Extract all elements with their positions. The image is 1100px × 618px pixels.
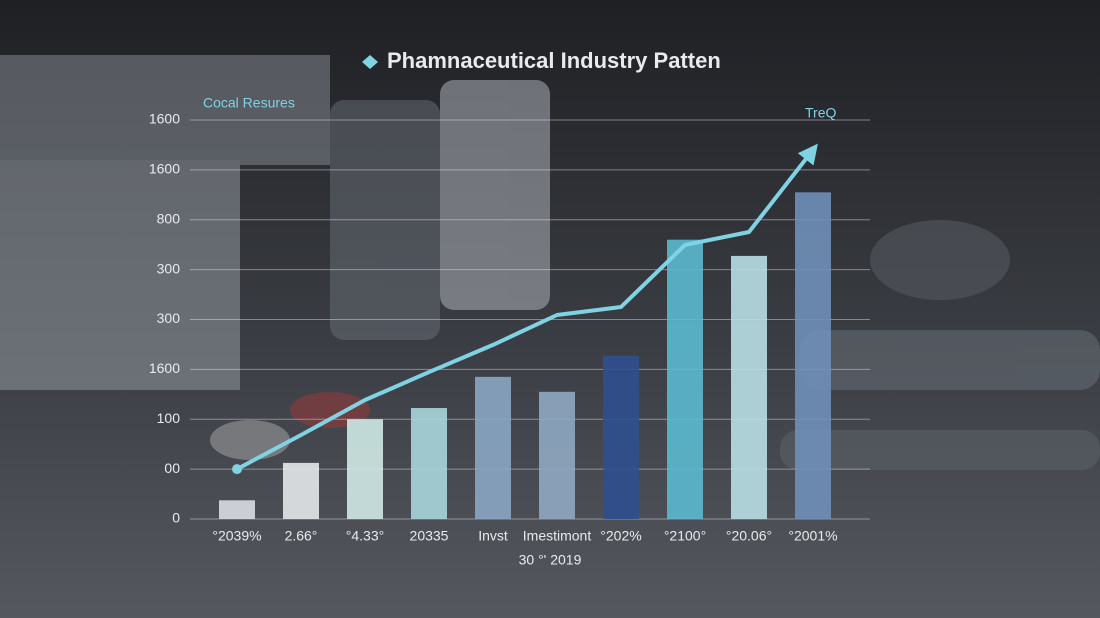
- chart-title: Phamnaceutical Industry Patten: [387, 48, 721, 73]
- bar: [411, 408, 447, 519]
- y-tick-label: 00: [164, 460, 180, 476]
- x-tick-label: 2.66°: [285, 528, 318, 544]
- x-tick-label: °20.06°: [726, 528, 772, 544]
- x-tick-label: °202%: [600, 528, 641, 544]
- bar: [219, 500, 255, 519]
- y-tick-label: 100: [157, 410, 181, 426]
- x-tick-label: °4.33°: [346, 528, 384, 544]
- trend-start: [232, 464, 242, 475]
- x-tick-label: Invst: [478, 528, 508, 544]
- y-tick-label: 300: [157, 310, 181, 326]
- bar: [539, 391, 575, 519]
- y-tick-label: 1600: [149, 161, 180, 177]
- trend-line: [236, 143, 818, 471]
- x-tick-label: Imestimont: [523, 528, 592, 544]
- bar: [283, 462, 319, 519]
- bar: [795, 192, 831, 519]
- x-tick-label: 20335: [410, 528, 449, 544]
- annotation: TreQ: [805, 105, 836, 121]
- y-tick-label: 1600: [149, 360, 180, 376]
- annotation: Cocal Resures: [203, 95, 295, 111]
- title-icon: [362, 55, 378, 69]
- x-tick-label: °2039%: [212, 528, 261, 544]
- x-tick-label: °2001%: [788, 528, 837, 544]
- background-photo: [0, 55, 1100, 470]
- bar: [731, 255, 767, 520]
- bar: [475, 376, 511, 519]
- y-tick-label: 0: [172, 510, 180, 526]
- x-axis-label: 30 °' 2019: [519, 552, 582, 568]
- bar: [347, 419, 383, 519]
- y-tick-label: 800: [157, 210, 181, 226]
- bar: [603, 355, 639, 519]
- bar: [667, 239, 703, 519]
- y-tick-label: 300: [157, 260, 181, 276]
- x-tick-label: °2100°: [664, 528, 706, 544]
- y-tick-label: 1600: [149, 111, 180, 127]
